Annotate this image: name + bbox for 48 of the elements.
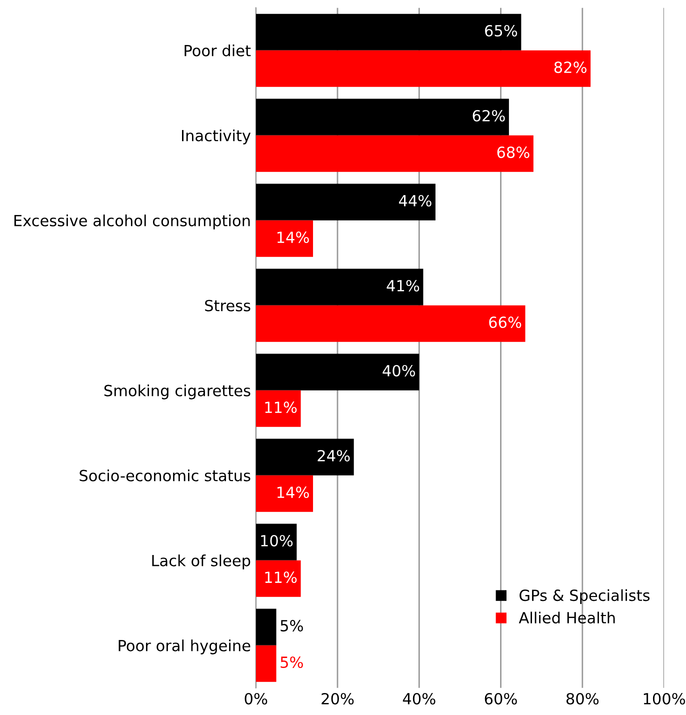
x-tick-label: 80% [566, 692, 599, 705]
data-label: 66% [489, 316, 522, 328]
data-label: 11% [265, 571, 297, 584]
y-tick-label: Poor diet [184, 44, 251, 56]
data-label: 62% [472, 110, 505, 122]
data-label: 24% [318, 450, 350, 462]
bar [256, 98, 509, 136]
data-label: 5% [280, 620, 303, 632]
data-label: 40% [382, 364, 416, 377]
data-label: 14% [277, 232, 309, 244]
x-tick-label: 0% [244, 692, 268, 705]
data-label: 65% [485, 24, 518, 37]
data-label: 5% [280, 656, 303, 668]
bar [256, 135, 534, 172]
y-tick-label: Excessive alcohol consumption [14, 214, 250, 230]
data-label: 82% [554, 62, 586, 74]
data-label: 41% [386, 280, 420, 292]
x-tick-label: 100% [644, 692, 686, 705]
y-tick-label: Stress [205, 300, 250, 312]
data-label: 14% [277, 486, 309, 498]
y-tick-label: Lack of sleep [152, 554, 250, 570]
bar [256, 305, 526, 342]
legend-label: GPs & Specialists [520, 589, 650, 604]
bar [256, 14, 522, 50]
bar [256, 475, 314, 512]
bar [256, 560, 301, 597]
bar [256, 608, 276, 646]
legend-label: Allied Health [518, 612, 615, 624]
bar [256, 390, 301, 427]
y-tick-label: Inactivity [182, 130, 251, 144]
y-tick-label: Poor oral hygeine [118, 640, 250, 654]
x-tick-label: 40% [402, 692, 436, 705]
bar [256, 184, 436, 220]
bar [256, 524, 297, 560]
bar [256, 645, 276, 682]
data-label: 11% [265, 401, 297, 414]
x-tick-label: 20% [322, 692, 354, 705]
bar [256, 268, 424, 306]
y-tick-label: Socio-economic status [80, 470, 250, 482]
bar [256, 50, 591, 87]
bar [256, 220, 314, 257]
data-label: 68% [497, 146, 530, 158]
data-label: 10% [261, 534, 293, 546]
x-tick-label: 60% [484, 692, 517, 705]
y-tick-label: Smoking cigarettes [104, 384, 250, 400]
bar [256, 438, 354, 476]
bar [256, 354, 420, 390]
data-label: 44% [398, 194, 432, 207]
